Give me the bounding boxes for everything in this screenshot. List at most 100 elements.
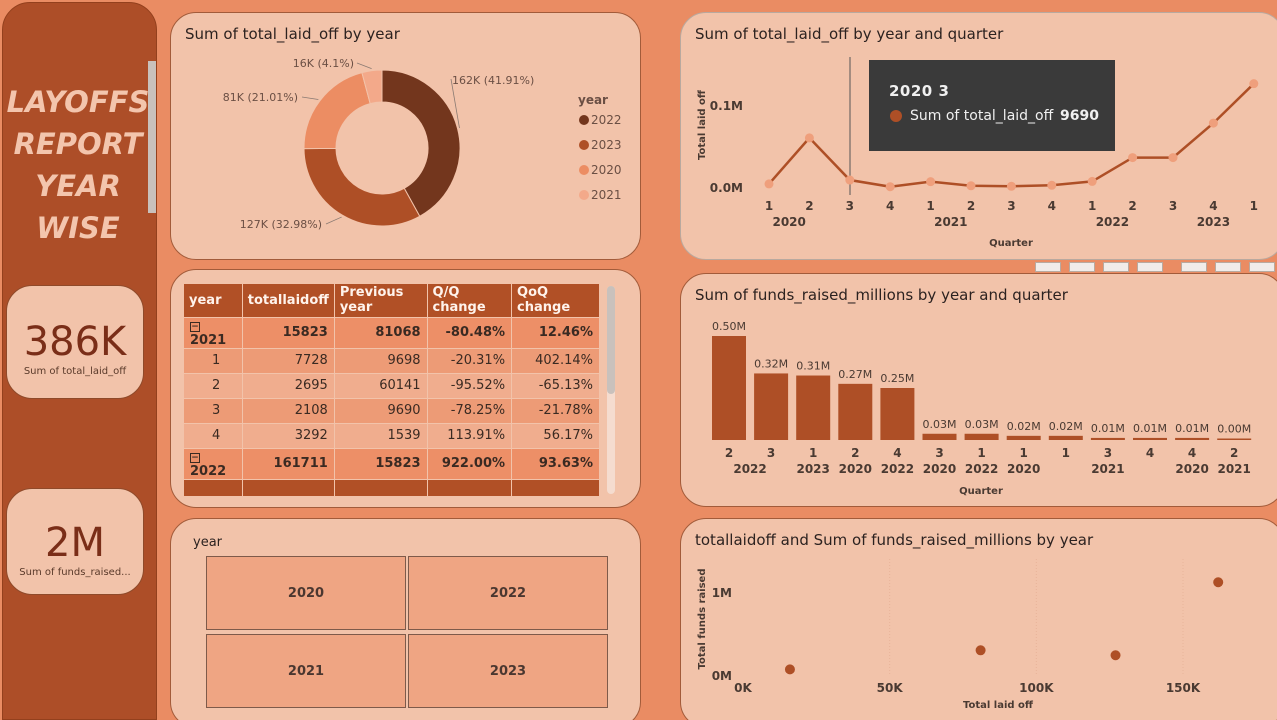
table-card[interactable]: year totallaidoff Previous year Q/Q chan…: [170, 269, 641, 508]
kpi-card-laid-off[interactable]: 386K Sum of total_laid_off: [6, 285, 144, 399]
x-year-label: 2023: [1197, 215, 1230, 229]
expand-collapse-icon[interactable]: −: [190, 322, 200, 332]
table-row[interactable]: 1 7728 9698 -20.31% 402.14%: [184, 348, 600, 373]
table-cell: 1: [184, 348, 242, 373]
x-tick-label: 1: [809, 446, 817, 460]
x-tick-label: 100K: [1019, 681, 1054, 695]
x-tick-label: 1: [1088, 199, 1096, 213]
table-row[interactable]: 4 3292 1539 113.91% 56.17%: [184, 423, 600, 448]
x-axis-title: Total laid off: [963, 700, 1034, 711]
table-cell: 2695: [242, 373, 334, 398]
x-year-label: 2021: [1217, 462, 1250, 476]
table-cell: 1539: [334, 423, 427, 448]
kpi-label: Sum of funds_raised...: [7, 567, 143, 578]
toolbar-button[interactable]: [1137, 262, 1163, 272]
bar: [754, 373, 788, 440]
data-label: 0.02M: [1007, 420, 1041, 433]
slicer-option-2023[interactable]: 2023: [408, 634, 608, 708]
x-tick-label: 1: [1020, 446, 1028, 460]
x-year-label: 2020: [839, 462, 872, 476]
table-scrollbar-thumb[interactable]: [607, 286, 615, 394]
x-year-label: 2020: [1007, 462, 1040, 476]
kpi-value: 2M: [7, 523, 143, 563]
line-chart-card[interactable]: Sum of total_laid_off by year and quarte…: [680, 12, 1277, 260]
donut-chart: 162K (41.91%) 127K (32.98%) 81K (21.01%) 16…: [171, 13, 642, 261]
scatter-point: [785, 664, 795, 674]
table-cell: −2021: [184, 317, 242, 348]
x-tick-label: 4: [1048, 199, 1056, 213]
data-point: [765, 179, 774, 188]
table-row[interactable]: 3 2108 9690 -78.25% -21.78%: [184, 398, 600, 423]
table-cell: 161711: [242, 448, 334, 479]
slicer-option-2022[interactable]: 2022: [408, 556, 608, 630]
scatter-chart: 0K 50K 100K 150K0M1MTotal funds raisedTotal…: [681, 519, 1277, 720]
toolbar-button[interactable]: [1069, 262, 1095, 272]
x-tick-label: 4: [893, 446, 901, 460]
data-point: [967, 181, 976, 190]
data-point: [1088, 177, 1097, 186]
report-title-line: YEAR: [3, 165, 153, 207]
x-tick-label: 4: [1209, 199, 1217, 213]
x-tick-label: 1: [1062, 446, 1070, 460]
table-cell: 56.17%: [512, 423, 600, 448]
slicer-option-2021[interactable]: 2021: [206, 634, 406, 708]
toolbar-button[interactable]: [1035, 262, 1061, 272]
toolbar-button[interactable]: [1215, 262, 1241, 272]
matrix-table-wrap: year totallaidoff Previous year Q/Q chan…: [184, 284, 600, 496]
kpi-label: Sum of total_laid_off: [7, 366, 143, 377]
donut-chart-card[interactable]: Sum of total_laid_off by year 162K (41.9…: [170, 12, 641, 260]
slice-label: 81K (21.01%): [223, 91, 298, 104]
leader-line: [326, 217, 342, 224]
legend-marker: [579, 190, 589, 200]
x-tick-label: 1: [977, 446, 985, 460]
table-cell: [512, 479, 600, 496]
x-tick-label: 2: [805, 199, 813, 213]
scatter-chart-card[interactable]: totallaidoff and Sum of funds_raised_mil…: [680, 518, 1277, 720]
table-header[interactable]: Previous year: [334, 284, 427, 317]
slice-label: 127K (32.98%): [240, 218, 322, 231]
report-title-line: WISE: [3, 207, 153, 249]
table-row[interactable]: −2022 161711 15823 922.00% 93.63%: [184, 448, 600, 479]
toolbar-button[interactable]: [1103, 262, 1129, 272]
year-slicer-card: year 2020 2022 2021 2023: [170, 518, 641, 720]
x-tick-label: 1: [765, 199, 773, 213]
table-header[interactable]: Q/Q change: [427, 284, 512, 317]
data-point: [1209, 119, 1218, 128]
data-label: 0.03M: [923, 418, 957, 431]
toolbar-button[interactable]: [1181, 262, 1207, 272]
table-row[interactable]: −2021 15823 81068 -80.48% 12.46%: [184, 317, 600, 348]
table-total-row: [184, 479, 600, 496]
kpi-card-funds[interactable]: 2M Sum of funds_raised...: [6, 488, 144, 595]
table-header[interactable]: totallaidoff: [242, 284, 334, 317]
table-row[interactable]: 2 2695 60141 -95.52% -65.13%: [184, 373, 600, 398]
bar: [1133, 438, 1167, 440]
table-cell: 2: [184, 373, 242, 398]
table-header[interactable]: QoQ change: [512, 284, 600, 317]
table-cell: 4: [184, 423, 242, 448]
data-label: 0.50M: [712, 320, 746, 333]
table-cell: [334, 479, 427, 496]
x-axis-title: Quarter: [989, 238, 1033, 249]
y-tick-label: 0.1M: [710, 99, 743, 113]
table-cell: -95.52%: [427, 373, 512, 398]
bar: [923, 434, 957, 440]
data-point: [1169, 153, 1178, 162]
legend-item: 2023: [591, 138, 622, 152]
slicer-option-2020[interactable]: 2020: [206, 556, 406, 630]
toolbar-button[interactable]: [1249, 262, 1275, 272]
x-year-label: 2020: [772, 215, 805, 229]
x-tick-label: 2: [967, 199, 975, 213]
kpi-value: 386K: [7, 322, 143, 362]
donut-slice-2023: [304, 148, 420, 226]
legend-marker: [579, 165, 589, 175]
table-cell: -65.13%: [512, 373, 600, 398]
table-header[interactable]: year: [184, 284, 242, 317]
bar: [1175, 438, 1209, 440]
bar-chart-card[interactable]: Sum of funds_raised_millions by year and…: [680, 273, 1277, 507]
table-scrollbar[interactable]: [607, 286, 615, 494]
table-cell: 7728: [242, 348, 334, 373]
y-tick-label: 0M: [712, 669, 732, 683]
scatter-point: [976, 645, 986, 655]
expand-collapse-icon[interactable]: −: [190, 453, 200, 463]
x-tick-label: 2: [851, 446, 859, 460]
